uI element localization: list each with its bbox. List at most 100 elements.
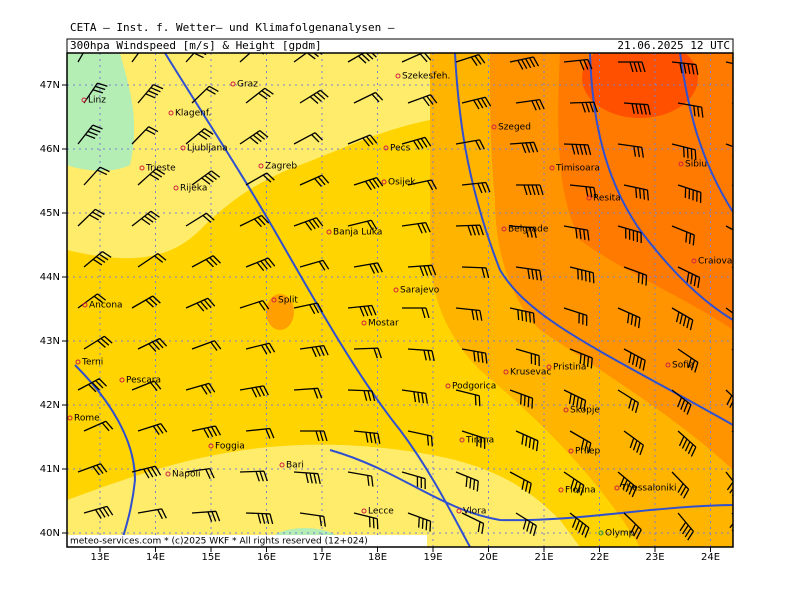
- wind-barb: [677, 102, 704, 118]
- wind-barb: [353, 176, 384, 191]
- wind-barb: [347, 389, 376, 402]
- city-label: Mostar: [368, 319, 399, 329]
- lat-label: 43N: [40, 336, 60, 347]
- city-marker: [173, 185, 179, 191]
- wind-barb: [677, 266, 701, 288]
- org-title: CETA — Inst. f. Wetter— und Klimafolgena…: [70, 21, 395, 34]
- wind-barb: [245, 427, 275, 439]
- wind-barb: [77, 124, 103, 145]
- wind-barb: [563, 471, 585, 496]
- wind-barb: [407, 264, 437, 277]
- city-marker: [271, 297, 277, 303]
- wind-barb: [455, 471, 479, 492]
- wind-barb: [515, 99, 545, 111]
- wind-barb: [245, 342, 276, 355]
- city-label: Rijeka: [180, 184, 207, 194]
- contour: [679, 53, 733, 213]
- wind-barb: [515, 430, 539, 452]
- wind-barb: [623, 184, 649, 201]
- wind-barb: [623, 430, 645, 456]
- city-marker: [665, 362, 671, 368]
- city-marker: [165, 471, 171, 477]
- city-label: Pescara: [126, 376, 161, 386]
- city-label: Ljubljana: [187, 144, 228, 154]
- city-label: Napoli: [172, 470, 200, 480]
- wind-barb: [299, 259, 330, 271]
- city-label: Podgorica: [452, 382, 496, 392]
- wind-barb: [677, 430, 697, 457]
- field-deep-orange: [558, 53, 733, 330]
- city-marker: [568, 448, 574, 454]
- map-frame: [66, 52, 734, 548]
- city-marker: [168, 110, 174, 116]
- wind-barb: [677, 348, 699, 373]
- wind-barb: [239, 214, 270, 228]
- wind-barb: [137, 337, 168, 352]
- city-marker: [230, 81, 236, 87]
- city-label: Skopje: [570, 406, 600, 416]
- lon-label: 20E: [479, 552, 498, 563]
- lat-label: 41N: [40, 464, 60, 475]
- wind-barb: [299, 174, 330, 187]
- city-marker: [326, 229, 332, 235]
- wind-barb: [293, 387, 323, 399]
- lat-label: 40N: [40, 528, 60, 539]
- wind-barb: [83, 335, 113, 350]
- city-label: Timisoara: [555, 164, 600, 174]
- wind-barb: [293, 302, 324, 315]
- city-label: Osijek: [388, 178, 416, 188]
- wind-barb: [137, 253, 167, 268]
- city-marker: [393, 287, 399, 293]
- city-marker: [614, 485, 620, 491]
- wind-barb: [137, 508, 167, 520]
- wind-barb: [623, 348, 646, 371]
- wind-barb: [677, 512, 694, 541]
- wind-barb: [569, 348, 593, 369]
- city-marker: [691, 258, 697, 264]
- city-marker: [258, 163, 264, 169]
- wind-barb: [407, 179, 438, 191]
- wind-barb: [455, 307, 483, 321]
- city-label: Terni: [81, 358, 103, 368]
- city-marker: [459, 437, 465, 443]
- city-label: Olymp: [605, 529, 635, 539]
- city-marker: [67, 415, 73, 421]
- contour: [329, 449, 733, 522]
- wind-barb: [245, 87, 274, 104]
- wind-barb: [407, 512, 432, 532]
- wind-barb: [191, 510, 221, 522]
- city-label: Belgrade: [508, 225, 549, 235]
- wind-barb: [623, 266, 648, 286]
- wind-barb: [347, 304, 377, 317]
- city-label: Split: [278, 296, 298, 306]
- city-marker: [501, 226, 507, 232]
- wind-barb: [461, 430, 486, 449]
- wind-barb: [461, 348, 488, 364]
- lon-label: 13E: [90, 552, 109, 563]
- city-label: Ancona: [89, 301, 123, 311]
- wind-barb: [455, 53, 486, 67]
- wind-barb: [617, 471, 637, 498]
- city-marker: [456, 508, 462, 514]
- wind-barb: [509, 471, 532, 494]
- wind-barb: [509, 225, 537, 239]
- wind-barb: [191, 170, 221, 186]
- lon-label: 23E: [645, 552, 664, 563]
- wind-barb: [569, 266, 595, 284]
- wind-barb: [563, 58, 593, 71]
- wind-barb: [137, 168, 166, 186]
- wind-barb: [191, 85, 219, 104]
- wind-barb: [293, 471, 321, 485]
- wind-barb: [515, 266, 542, 281]
- axes: 47N 46N 45N 44N 43N 42N 41N 40N 13E 14E 15E 16E 17E 1…: [40, 80, 720, 563]
- wind-barb: [83, 251, 112, 268]
- wind-barb: [245, 512, 274, 525]
- city-marker: [279, 462, 285, 468]
- city-marker: [563, 407, 569, 413]
- wind-barb: [353, 347, 382, 359]
- wind-barb: [455, 139, 485, 151]
- city-marker: [381, 179, 387, 185]
- wind-barb: [731, 430, 733, 434]
- wind-barb: [402, 307, 430, 319]
- wind-barb: [239, 130, 269, 145]
